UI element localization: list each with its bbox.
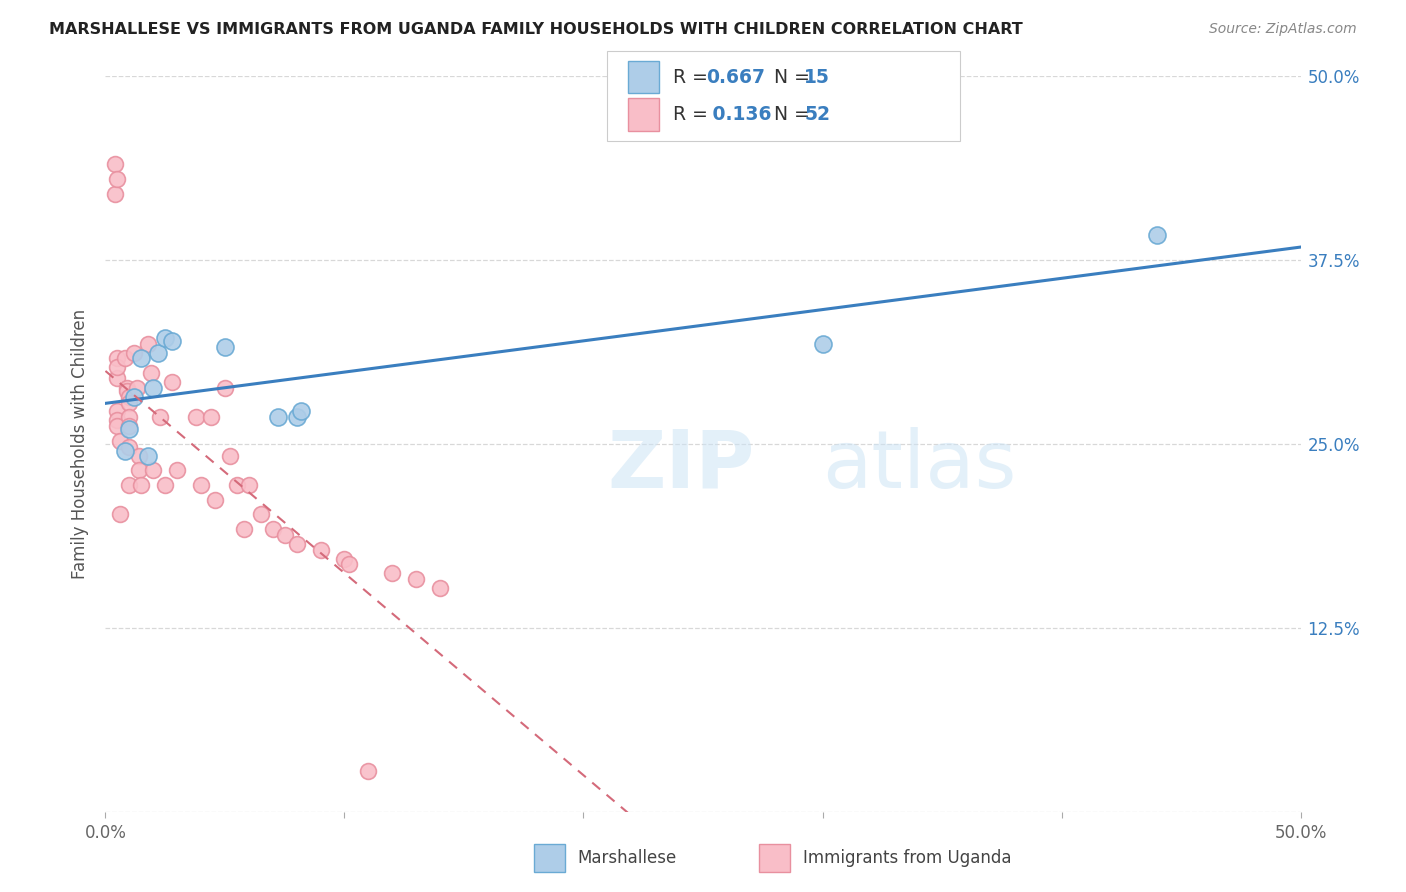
Point <box>262 522 284 536</box>
Point <box>122 390 145 404</box>
Point <box>200 410 222 425</box>
Text: N =: N = <box>762 105 815 124</box>
Point <box>285 410 308 425</box>
Point <box>107 370 129 384</box>
Text: 15: 15 <box>804 68 830 87</box>
Text: R =: R = <box>673 105 714 124</box>
Point <box>337 558 360 572</box>
Point <box>118 390 141 404</box>
Point <box>118 422 141 436</box>
Text: Source: ZipAtlas.com: Source: ZipAtlas.com <box>1209 22 1357 37</box>
Point <box>118 410 141 425</box>
Point <box>290 404 312 418</box>
Point <box>128 449 150 463</box>
Point <box>108 434 131 448</box>
Point <box>107 360 129 375</box>
Point <box>128 463 150 477</box>
Text: ZIP: ZIP <box>607 427 755 505</box>
Point <box>214 340 236 354</box>
Point <box>273 528 295 542</box>
Point <box>107 404 129 418</box>
Point <box>107 413 129 427</box>
Point <box>115 381 138 395</box>
Point <box>104 157 127 171</box>
Point <box>122 345 145 359</box>
Point <box>129 351 153 366</box>
Text: MARSHALLESE VS IMMIGRANTS FROM UGANDA FAMILY HOUSEHOLDS WITH CHILDREN CORRELATIO: MARSHALLESE VS IMMIGRANTS FROM UGANDA FA… <box>49 22 1024 37</box>
Point <box>405 572 427 586</box>
Text: Immigrants from Uganda: Immigrants from Uganda <box>803 849 1011 867</box>
Point <box>142 381 165 395</box>
Text: N =: N = <box>762 68 815 87</box>
Point <box>107 419 129 434</box>
Point <box>108 508 131 522</box>
Point <box>357 764 380 778</box>
Point <box>233 522 256 536</box>
Point <box>333 551 356 566</box>
Y-axis label: Family Households with Children: Family Households with Children <box>72 309 90 579</box>
Point <box>186 410 208 425</box>
Point <box>118 395 141 409</box>
Point <box>225 478 249 492</box>
Point <box>146 345 169 359</box>
Point <box>1146 227 1168 242</box>
Point <box>204 492 226 507</box>
Point <box>104 186 127 201</box>
Point <box>125 381 148 395</box>
Point <box>162 375 184 389</box>
Text: Marshallese: Marshallese <box>578 849 678 867</box>
Text: 0.136: 0.136 <box>706 105 772 124</box>
Point <box>218 449 240 463</box>
Point <box>429 581 451 595</box>
Text: R =: R = <box>673 68 714 87</box>
Point <box>309 542 332 557</box>
Point <box>250 508 273 522</box>
Point <box>214 381 236 395</box>
Point <box>142 463 165 477</box>
Point <box>153 478 177 492</box>
Point <box>118 478 141 492</box>
Point <box>190 478 212 492</box>
Point <box>118 419 141 434</box>
Point <box>162 334 184 348</box>
Point <box>153 331 177 345</box>
Point <box>266 410 288 425</box>
Point <box>118 440 141 454</box>
Point <box>138 449 160 463</box>
Point <box>139 366 162 380</box>
Point <box>107 171 129 186</box>
Point <box>149 410 172 425</box>
Text: atlas: atlas <box>823 427 1017 505</box>
Point <box>811 336 834 351</box>
Point <box>129 478 153 492</box>
Point <box>238 478 260 492</box>
Text: 52: 52 <box>804 105 830 124</box>
Point <box>166 463 188 477</box>
Point <box>107 351 129 366</box>
Point <box>114 444 136 458</box>
Point <box>381 566 404 581</box>
Point <box>115 384 138 398</box>
Point <box>114 351 136 366</box>
Text: 0.667: 0.667 <box>706 68 765 87</box>
Point <box>138 336 160 351</box>
Point <box>285 537 308 551</box>
